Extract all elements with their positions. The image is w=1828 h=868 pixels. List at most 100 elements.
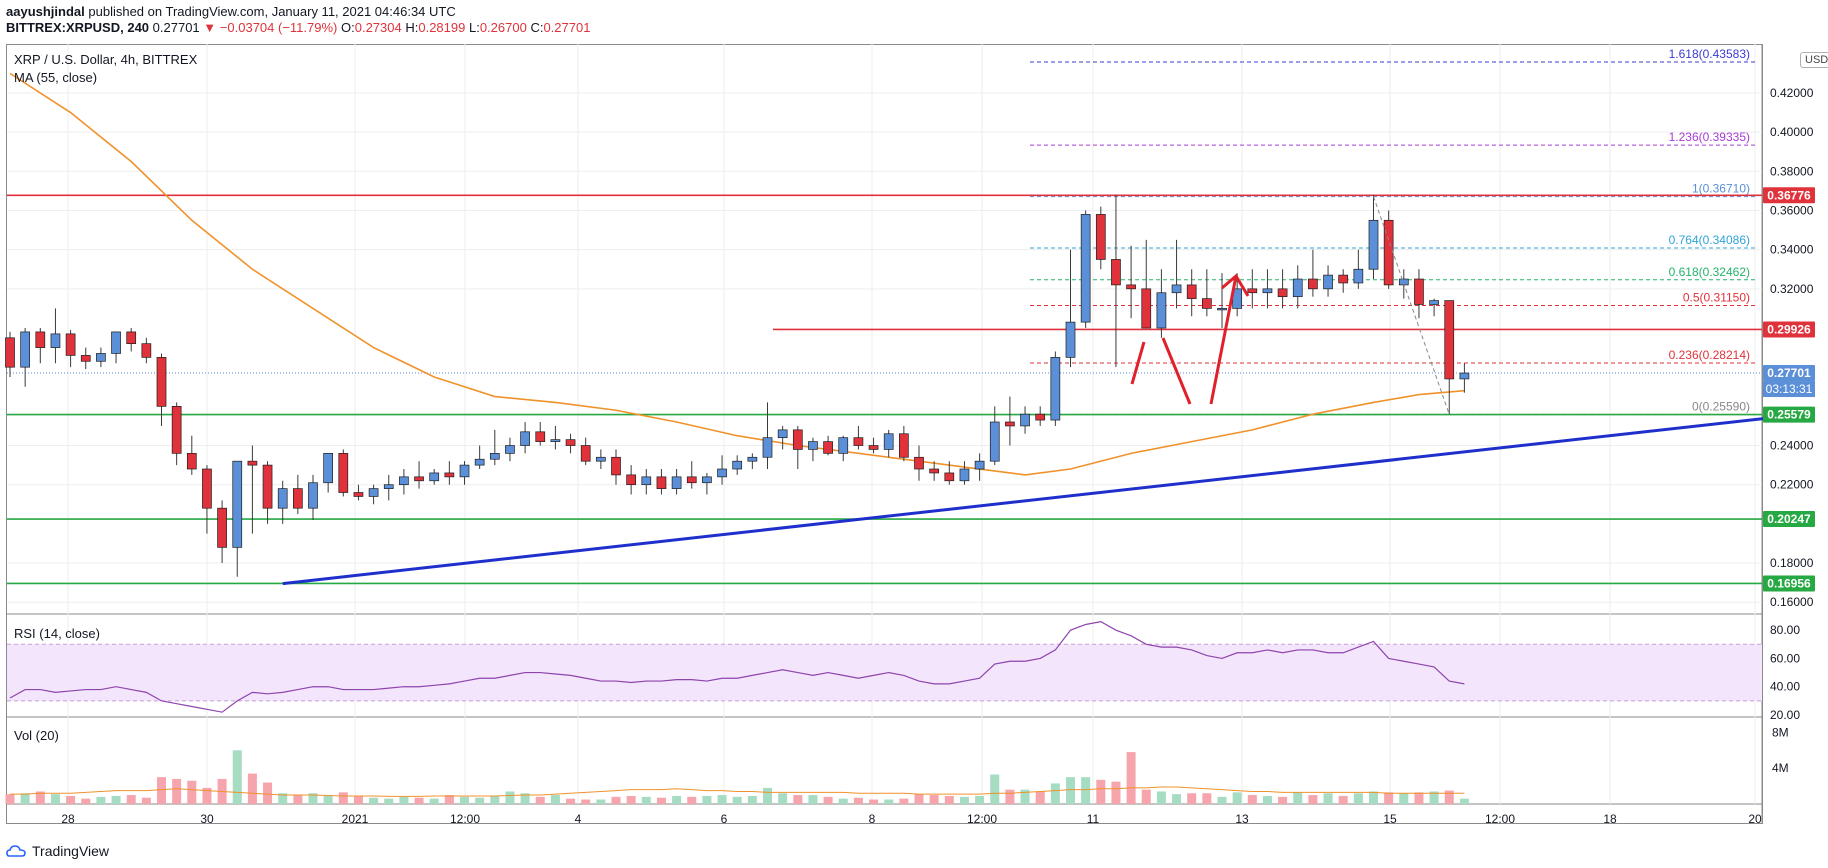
candle-body	[686, 476, 697, 484]
publish-info: published on TradingView.com, January 11…	[88, 4, 456, 19]
candle-body	[1308, 278, 1318, 290]
x-tick-label: 8	[869, 812, 876, 826]
volume-bar	[81, 798, 91, 804]
x-tick-label: 28	[61, 812, 75, 826]
candle-body	[641, 476, 652, 486]
candle-body	[838, 437, 849, 454]
volume-bar	[50, 794, 60, 804]
footer-brand: TradingView	[32, 843, 110, 859]
candle-body	[414, 476, 424, 482]
fib-level-label: 0.618(0.32462)	[1669, 265, 1750, 279]
volume-bar	[687, 796, 697, 804]
volume-bar	[414, 797, 424, 804]
candle-body	[293, 488, 303, 509]
candle-body	[1323, 274, 1333, 290]
candle-body	[65, 333, 76, 356]
price-badge-label: 0.29926	[1767, 322, 1811, 336]
volume-bar	[338, 792, 348, 804]
y-tick-label: 0.32000	[1770, 282, 1814, 296]
rsi-tick-label: 60.00	[1770, 651, 1800, 665]
x-tick-label: 12:00	[450, 812, 480, 826]
candle-body	[974, 460, 985, 470]
volume-bar	[672, 795, 682, 804]
volume-bar	[1020, 789, 1030, 804]
candle-body	[535, 431, 546, 442]
projection-arrow-up	[1209, 275, 1238, 405]
candle-body	[868, 445, 879, 450]
volume-bar	[838, 798, 848, 804]
candle-body	[747, 456, 758, 462]
candle-body	[1065, 321, 1076, 358]
candle-body	[823, 441, 833, 454]
open-label: O:	[341, 20, 355, 35]
volume-bar	[656, 797, 666, 804]
x-tick-label: 13	[1235, 812, 1249, 826]
symbol-interval: BITTREX:XRPUSD, 240	[6, 20, 150, 35]
currency-button[interactable]: USD	[1800, 52, 1828, 68]
ohlc-header: BITTREX:XRPUSD, 240 0.27701 ▼ −0.03704 (…	[6, 20, 590, 35]
candle-body	[1353, 268, 1364, 284]
volume-bar	[641, 796, 651, 804]
volume-bar	[232, 750, 242, 804]
candle-body	[50, 333, 61, 348]
fib-level-label: 0.764(0.34086)	[1669, 233, 1750, 247]
candle-body	[626, 474, 637, 486]
volume-bar	[899, 798, 909, 804]
candle-body	[20, 331, 30, 368]
author-name[interactable]: aayushjindal	[6, 4, 85, 19]
candle-body	[1141, 288, 1152, 329]
fib-level-label: 1(0.36710)	[1692, 182, 1750, 196]
volume-bar	[626, 795, 636, 804]
candle-body	[444, 472, 455, 478]
volume-bar	[308, 793, 318, 804]
symbol-title: XRP / U.S. Dollar, 4h, BITTREX	[14, 52, 198, 67]
volume-bar	[460, 796, 469, 804]
candle-body	[1080, 214, 1091, 323]
volume-bar	[172, 778, 182, 804]
candle-body	[1292, 278, 1303, 298]
price-badge-label: 0.27701	[1767, 366, 1811, 380]
y-tick-label: 0.40000	[1770, 125, 1814, 139]
candle-body	[1020, 413, 1030, 427]
volume-legend: Vol (20)	[14, 728, 59, 743]
x-tick-label: 4	[575, 812, 582, 826]
projection-arrow-up	[1130, 341, 1146, 385]
candle-body	[732, 460, 743, 470]
volume-bar	[1081, 777, 1091, 804]
candle-body	[1095, 214, 1106, 260]
arrow-head-icon	[1221, 273, 1250, 297]
candle-body	[883, 433, 894, 450]
fib-level-label: 1.236(0.39335)	[1669, 130, 1750, 144]
fib-anchor-line	[1373, 196, 1450, 415]
candle-body	[429, 472, 440, 482]
candle-body	[383, 484, 394, 489]
candle-body	[459, 464, 470, 478]
volume-bar	[853, 797, 863, 804]
volume-bar	[1459, 798, 1469, 804]
candle-body	[914, 456, 924, 470]
volume-bar	[990, 774, 1000, 804]
candle-body	[1429, 300, 1439, 305]
candle-body	[171, 405, 182, 454]
volume-bar	[1429, 791, 1439, 804]
x-tick-label: 6	[721, 812, 728, 826]
candle-body	[671, 476, 682, 489]
candle-body	[565, 439, 576, 446]
candle-body	[792, 429, 803, 450]
candle-body	[898, 433, 909, 458]
volume-bar	[429, 798, 439, 804]
candle-body	[702, 476, 712, 484]
tradingview-logo[interactable]: TradingView	[6, 843, 109, 859]
volume-bar	[293, 795, 303, 804]
volume-bar	[929, 795, 939, 804]
volume-bar	[1096, 779, 1106, 804]
fib-level-label: 0(0.25590)	[1692, 399, 1750, 413]
x-tick-label: 12:00	[967, 812, 997, 826]
volume-bar	[35, 791, 45, 804]
candle-body	[959, 468, 970, 482]
volume-bar	[1156, 791, 1166, 804]
price-badge-label: 0.36776	[1767, 188, 1811, 202]
candle-body	[141, 343, 152, 358]
candle-body	[156, 357, 167, 407]
